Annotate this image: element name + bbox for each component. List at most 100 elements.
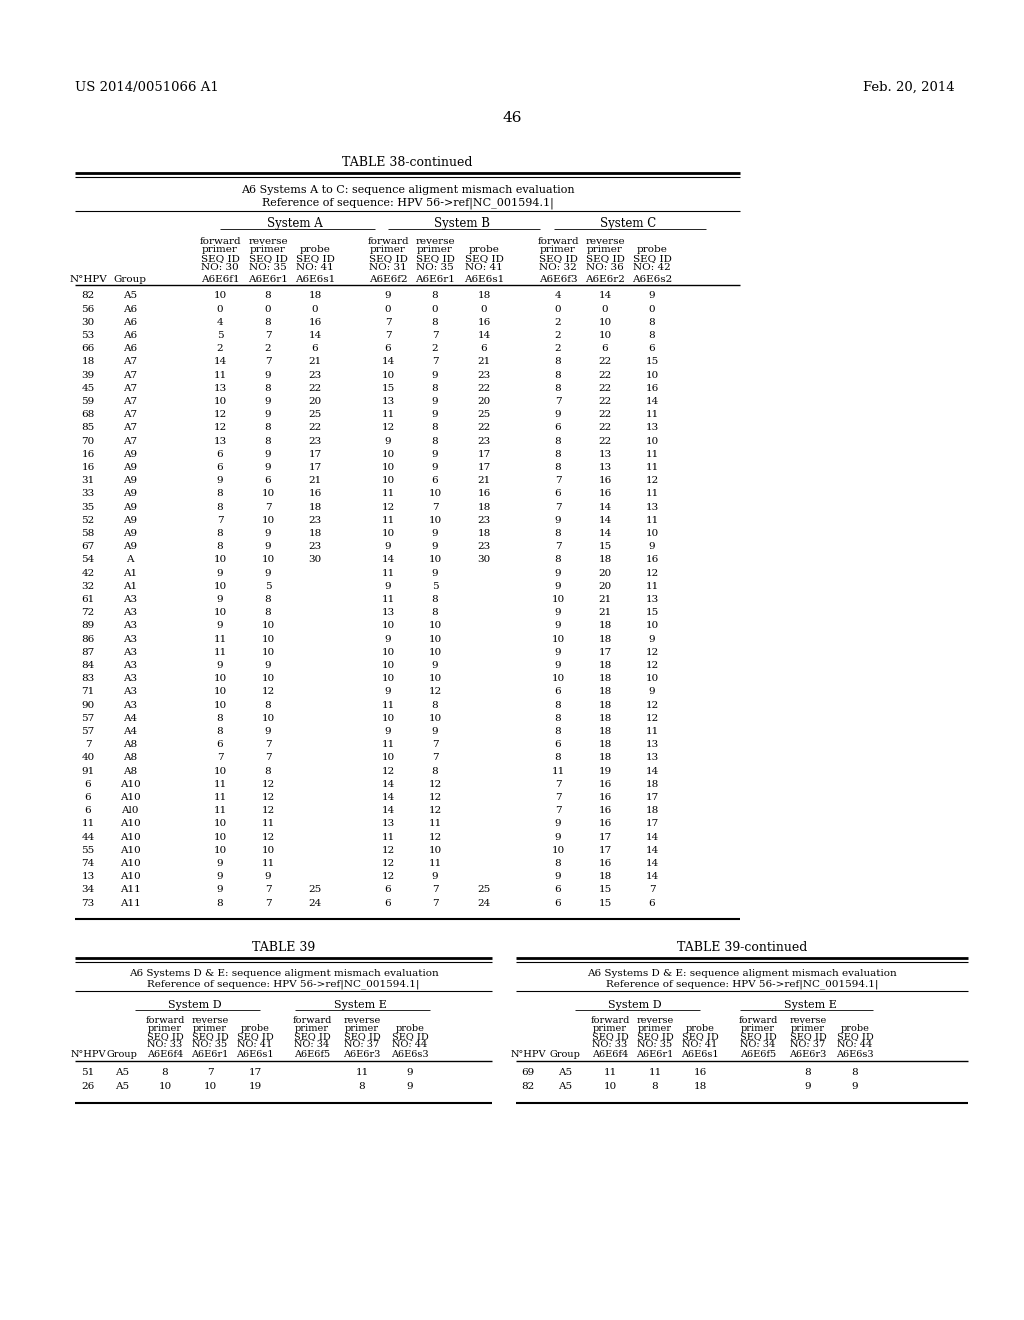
Text: 6: 6 <box>85 793 91 803</box>
Text: 21: 21 <box>598 595 611 605</box>
Text: 15: 15 <box>645 358 658 367</box>
Text: 12: 12 <box>213 411 226 420</box>
Text: 11: 11 <box>603 1068 616 1077</box>
Text: 7: 7 <box>385 318 391 327</box>
Text: A3: A3 <box>123 622 137 631</box>
Text: 82: 82 <box>81 292 94 301</box>
Text: 45: 45 <box>81 384 94 393</box>
Text: NO: 35: NO: 35 <box>637 1040 673 1049</box>
Text: A6E6r1: A6E6r1 <box>415 275 455 284</box>
Text: SEQ ID: SEQ ID <box>369 255 408 264</box>
Text: 7: 7 <box>432 358 438 367</box>
Text: Reference of sequence: HPV 56->ref|NC_001594.1|: Reference of sequence: HPV 56->ref|NC_00… <box>261 197 553 209</box>
Text: 16: 16 <box>598 793 611 803</box>
Text: 9: 9 <box>852 1082 858 1090</box>
Text: 6: 6 <box>217 741 223 750</box>
Text: 34: 34 <box>81 886 94 895</box>
Text: 11: 11 <box>213 635 226 644</box>
Text: Group: Group <box>550 1049 581 1059</box>
Text: 9: 9 <box>385 688 391 697</box>
Text: SEQ ID: SEQ ID <box>633 255 672 264</box>
Text: A7: A7 <box>123 437 137 446</box>
Text: 8: 8 <box>555 384 561 393</box>
Text: 8: 8 <box>648 331 655 341</box>
Text: 57: 57 <box>81 714 94 723</box>
Text: 57: 57 <box>81 727 94 737</box>
Text: 18: 18 <box>598 688 611 697</box>
Text: 14: 14 <box>598 503 611 512</box>
Text: 12: 12 <box>381 767 394 776</box>
Text: 22: 22 <box>598 397 611 407</box>
Text: 8: 8 <box>555 714 561 723</box>
Text: A4: A4 <box>123 714 137 723</box>
Text: 13: 13 <box>645 595 658 605</box>
Text: 10: 10 <box>213 292 226 301</box>
Text: 6: 6 <box>385 886 391 895</box>
Text: 17: 17 <box>477 463 490 473</box>
Text: A6E6r1: A6E6r1 <box>248 275 288 284</box>
Text: 2: 2 <box>555 331 561 341</box>
Text: SEQ ID: SEQ ID <box>391 1032 428 1041</box>
Text: 8: 8 <box>264 292 271 301</box>
Text: probe: probe <box>685 1024 715 1034</box>
Text: A6E6f5: A6E6f5 <box>740 1049 776 1059</box>
Text: TABLE 39-continued: TABLE 39-continued <box>677 941 807 954</box>
Text: 18: 18 <box>598 714 611 723</box>
Text: 10: 10 <box>381 648 394 657</box>
Text: 15: 15 <box>598 899 611 908</box>
Text: 8: 8 <box>555 859 561 869</box>
Text: 9: 9 <box>407 1082 414 1090</box>
Text: 71: 71 <box>81 688 94 697</box>
Text: 16: 16 <box>81 450 94 459</box>
Text: 8: 8 <box>555 463 561 473</box>
Text: 9: 9 <box>264 661 271 671</box>
Text: 6: 6 <box>555 490 561 499</box>
Text: 10: 10 <box>381 371 394 380</box>
Text: forward: forward <box>145 1016 184 1024</box>
Text: A9: A9 <box>123 450 137 459</box>
Text: 7: 7 <box>264 331 271 341</box>
Text: primer: primer <box>193 1024 227 1034</box>
Text: 9: 9 <box>432 411 438 420</box>
Text: 8: 8 <box>264 595 271 605</box>
Text: 9: 9 <box>385 543 391 552</box>
Text: 9: 9 <box>407 1068 414 1077</box>
Text: 12: 12 <box>645 477 658 486</box>
Text: A8: A8 <box>123 741 137 750</box>
Text: primer: primer <box>295 1024 329 1034</box>
Text: N°HPV: N°HPV <box>70 275 106 284</box>
Text: primer: primer <box>417 246 453 255</box>
Text: 12: 12 <box>428 833 441 842</box>
Text: 10: 10 <box>428 846 441 855</box>
Text: A5: A5 <box>115 1068 129 1077</box>
Text: 23: 23 <box>477 437 490 446</box>
Text: 9: 9 <box>432 873 438 882</box>
Text: 8: 8 <box>217 490 223 499</box>
Text: 58: 58 <box>81 529 94 539</box>
Text: 18: 18 <box>308 503 322 512</box>
Text: 14: 14 <box>645 846 658 855</box>
Text: 10: 10 <box>598 331 611 341</box>
Text: 12: 12 <box>428 807 441 816</box>
Text: A6E6f2: A6E6f2 <box>369 275 408 284</box>
Text: 25: 25 <box>477 886 490 895</box>
Text: 22: 22 <box>308 384 322 393</box>
Text: A7: A7 <box>123 424 137 433</box>
Text: 39: 39 <box>81 371 94 380</box>
Text: reverse: reverse <box>585 236 625 246</box>
Text: primer: primer <box>741 1024 775 1034</box>
Text: 18: 18 <box>598 635 611 644</box>
Text: 8: 8 <box>555 437 561 446</box>
Text: 10: 10 <box>204 1082 217 1090</box>
Text: A6E6r3: A6E6r3 <box>343 1049 381 1059</box>
Text: 10: 10 <box>381 661 394 671</box>
Text: 20: 20 <box>598 582 611 591</box>
Text: 18: 18 <box>81 358 94 367</box>
Text: 9: 9 <box>432 727 438 737</box>
Text: 8: 8 <box>555 727 561 737</box>
Text: A6E6r2: A6E6r2 <box>585 275 625 284</box>
Text: primer: primer <box>250 246 286 255</box>
Text: 0: 0 <box>385 305 391 314</box>
Text: 17: 17 <box>645 820 658 829</box>
Text: SEQ ID: SEQ ID <box>592 1032 629 1041</box>
